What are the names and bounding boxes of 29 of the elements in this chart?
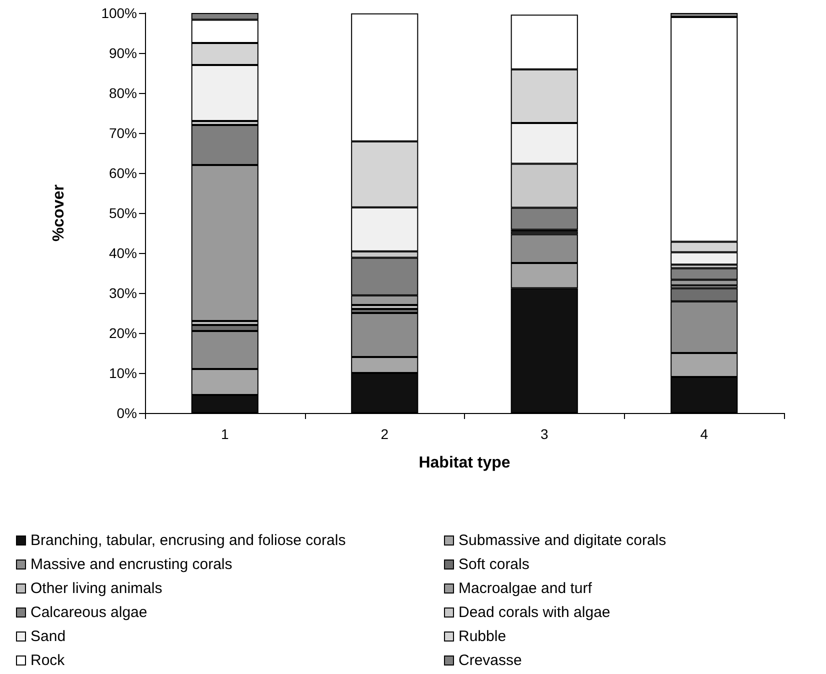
x-tick-label: 2	[380, 426, 389, 442]
y-tick-label: 10%	[108, 365, 137, 381]
y-tick-label: 100%	[101, 5, 137, 21]
y-tick-label: 70%	[108, 125, 137, 141]
legend-label: Rock	[30, 652, 66, 669]
legend-label: Soft corals	[458, 556, 530, 573]
y-tick-label: 60%	[108, 165, 137, 181]
legend-label: Massive and encrusting corals	[30, 556, 232, 573]
y-tick-label: 30%	[108, 285, 137, 301]
y-tick-label: 20%	[108, 325, 137, 341]
legend-label: Macroalgae and turf	[458, 580, 593, 597]
x-axis-title: Habitat type	[418, 454, 510, 472]
legend-label: Branching, tabular, encrusing and foliose corals	[30, 532, 346, 549]
y-tick-label: 0%	[116, 405, 137, 421]
legend-label: Dead corals with algae	[458, 604, 610, 621]
legend-label: Other living animals	[30, 580, 162, 597]
y-tick-label: 50%	[108, 205, 137, 221]
x-tick-label: 1	[220, 426, 229, 442]
y-tick-label: 80%	[108, 85, 137, 101]
y-axis-title: %cover	[50, 184, 68, 242]
legend-label: Crevasse	[458, 652, 522, 669]
legend-label: Sand	[30, 628, 66, 645]
legend-label: Submassive and digitate corals	[458, 532, 666, 549]
x-tick-label: 3	[540, 426, 548, 442]
y-tick-label: 90%	[108, 45, 137, 61]
legend-label: Calcareous algae	[30, 604, 148, 621]
y-tick-label: 40%	[108, 245, 137, 261]
legend-label: Rubble	[458, 628, 506, 645]
x-tick-label: 4	[700, 426, 708, 442]
